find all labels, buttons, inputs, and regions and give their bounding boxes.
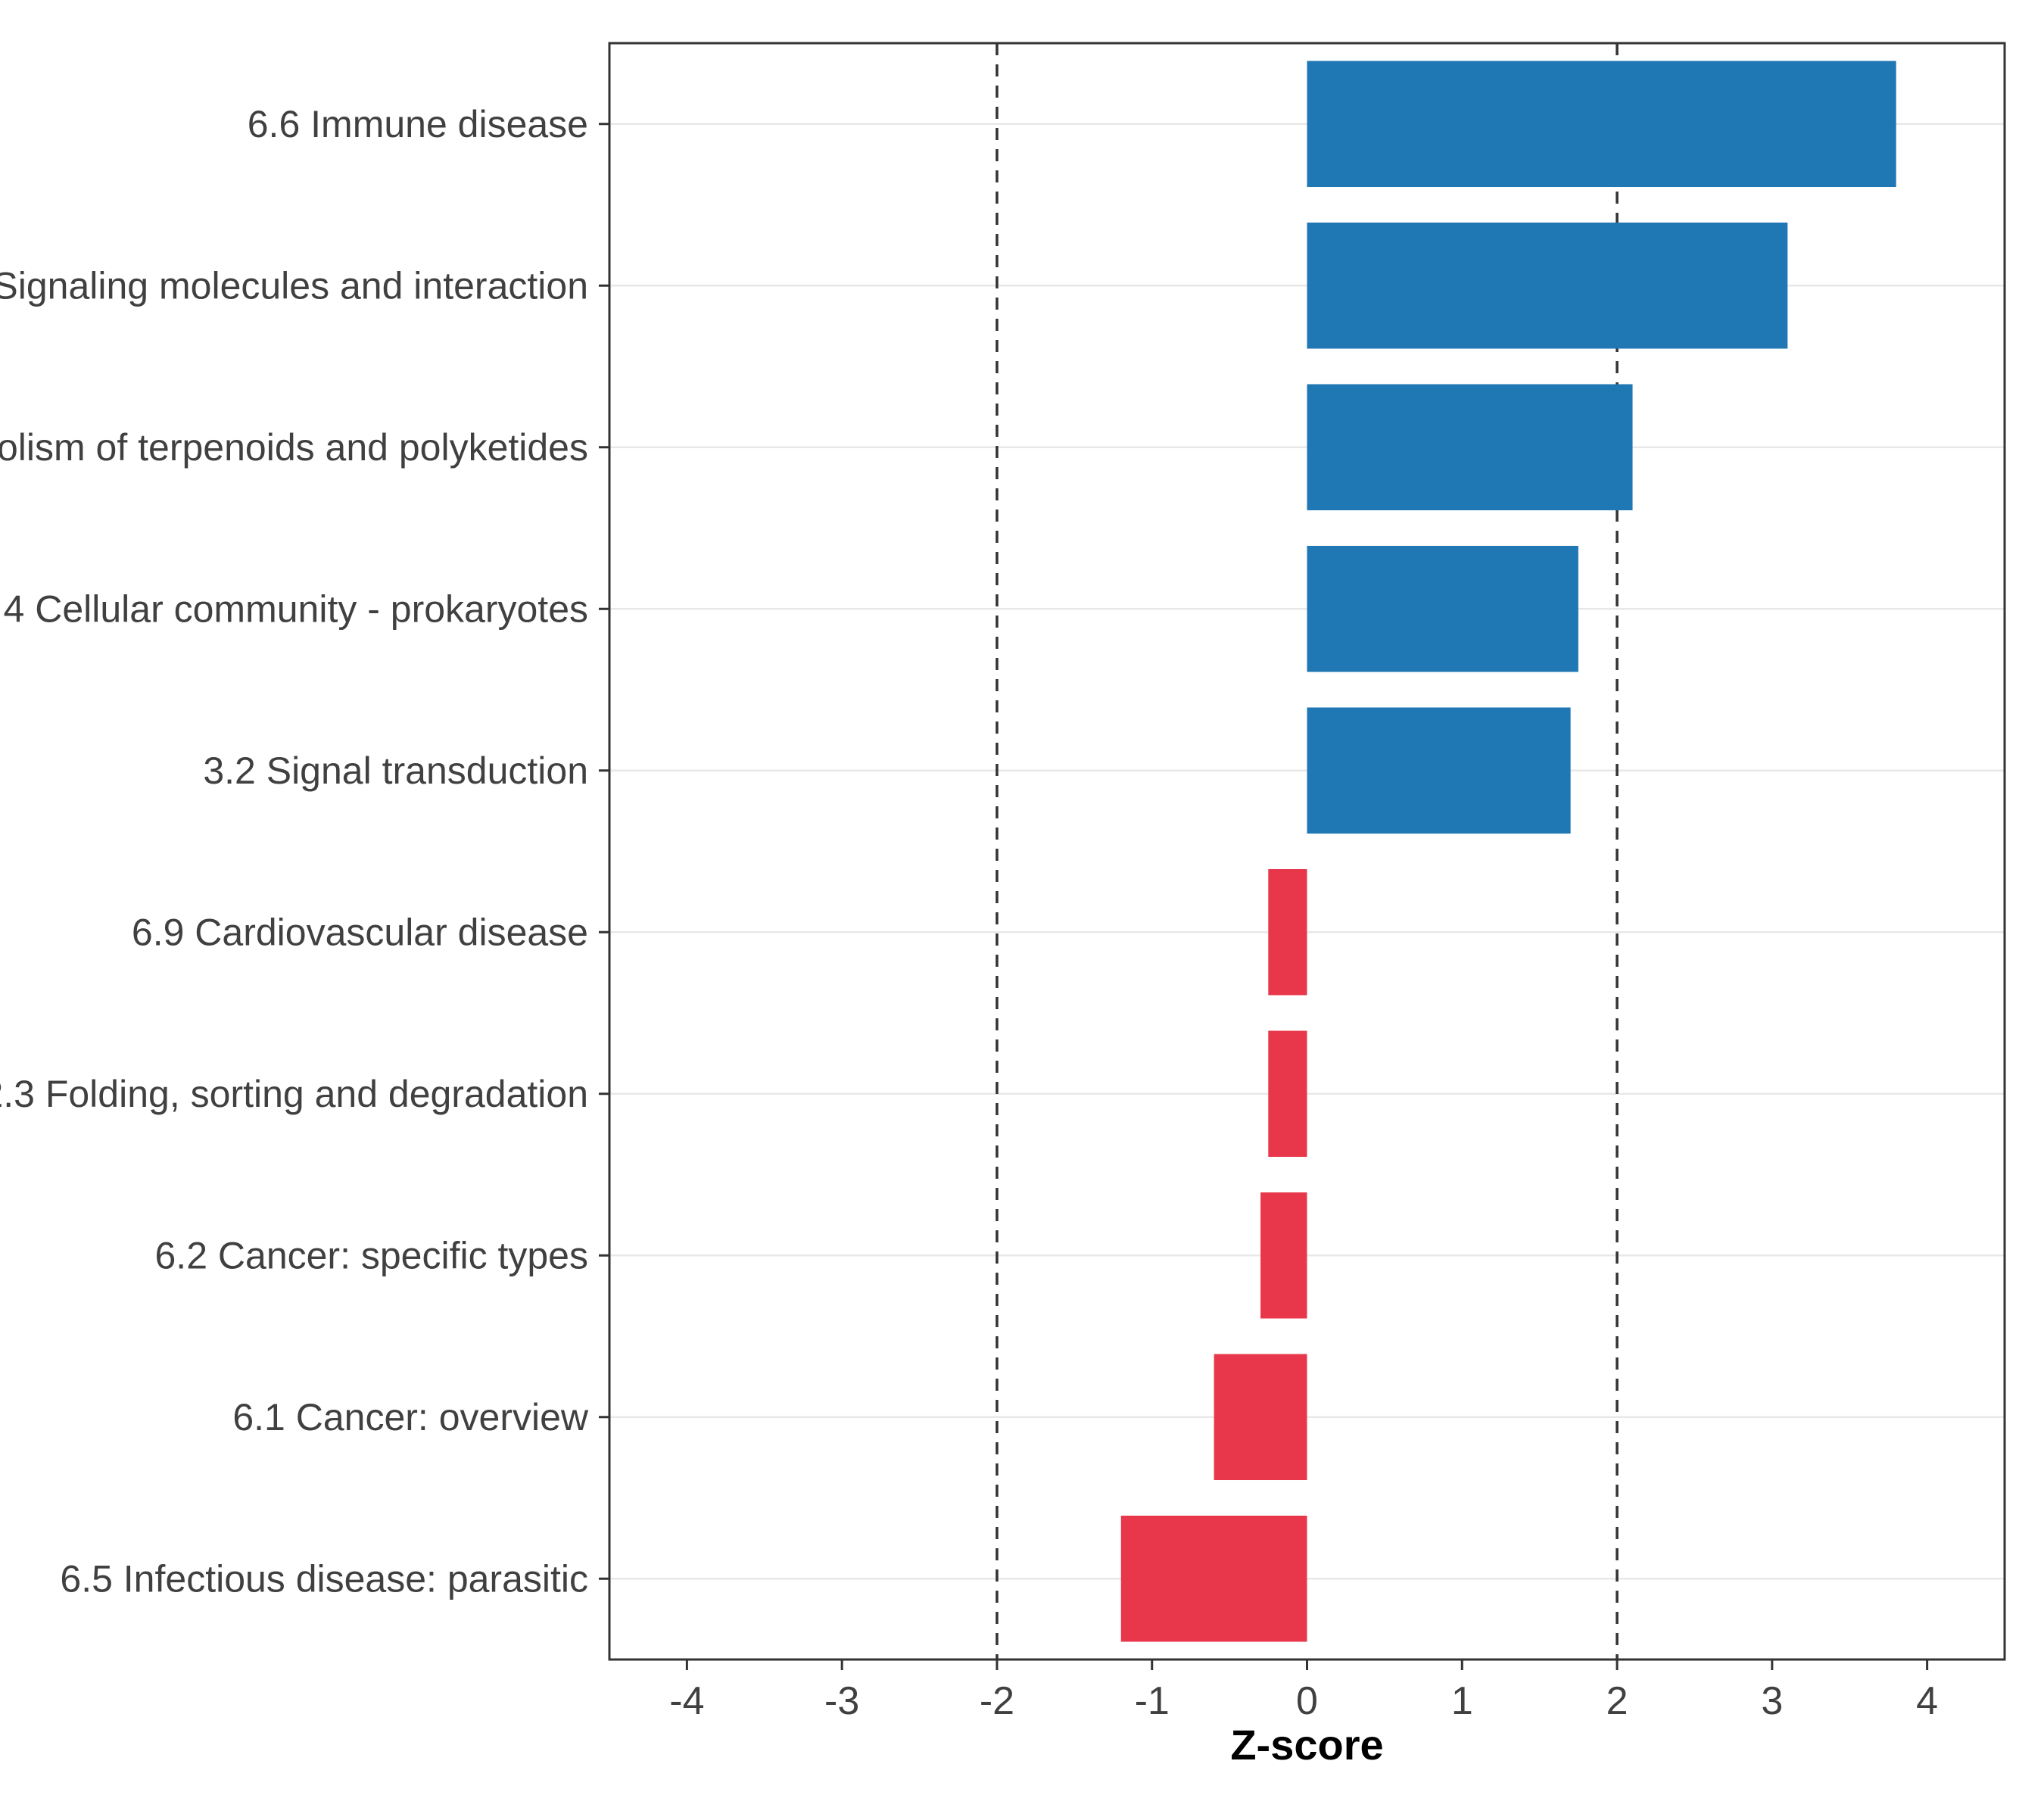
y-axis-label: 6.1 Cancer: overview xyxy=(232,1396,589,1438)
x-tick-label: 4 xyxy=(1916,1679,1938,1723)
y-axis-label: 6.2 Cancer: specific types xyxy=(155,1234,589,1276)
x-tick-label: -1 xyxy=(1135,1679,1170,1723)
bar xyxy=(1307,384,1633,511)
bar xyxy=(1120,1515,1307,1642)
bar xyxy=(1260,1192,1307,1319)
bar xyxy=(1307,707,1571,834)
x-tick-label: -2 xyxy=(980,1679,1014,1723)
bar xyxy=(1214,1354,1307,1481)
x-tick-label: 3 xyxy=(1761,1679,1783,1723)
y-axis-label: 6.5 Infectious disease: parasitic xyxy=(60,1557,588,1600)
y-axis-label: 3.3 Signaling molecules and interaction xyxy=(0,264,588,307)
x-tick-label: -3 xyxy=(824,1679,859,1723)
bar xyxy=(1307,222,1788,349)
y-axis-label: 6.9 Cardiovascular disease xyxy=(132,911,588,953)
x-axis-title: Z-score xyxy=(1230,1721,1384,1769)
y-axis-label: 1.9 Metabolism of terpenoids and polyket… xyxy=(0,426,588,469)
bar xyxy=(1307,545,1578,672)
y-axis-label: 6.6 Immune disease xyxy=(248,103,588,145)
bar xyxy=(1307,61,1896,188)
x-tick-label: 0 xyxy=(1296,1679,1318,1723)
x-tick-label: 1 xyxy=(1451,1679,1473,1723)
y-axis-label: 4.4 Cellular community - prokaryotes xyxy=(0,587,588,630)
bar xyxy=(1268,1030,1307,1158)
y-axis-label: 3.2 Signal transduction xyxy=(203,750,588,792)
x-tick-label: 2 xyxy=(1606,1679,1628,1723)
y-axis-label: 2.3 Folding, sorting and degradation xyxy=(0,1073,588,1115)
x-tick-label: -4 xyxy=(669,1679,704,1723)
bar xyxy=(1268,868,1307,996)
